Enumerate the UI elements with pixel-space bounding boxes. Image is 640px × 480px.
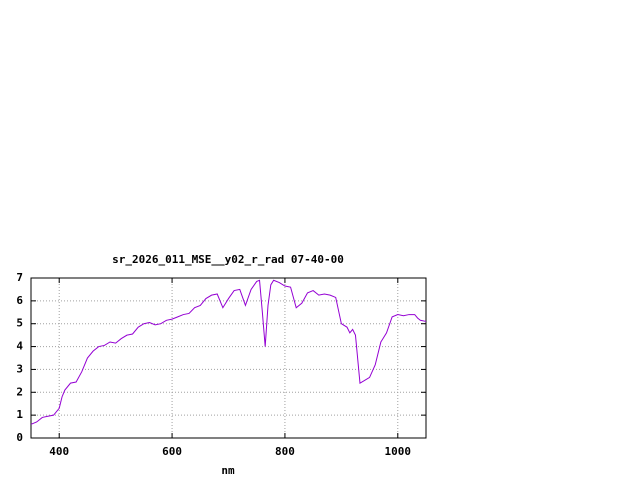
y-tick-label: 0 [16,431,23,444]
y-tick-label: 3 [16,362,23,375]
x-tick-label: 600 [162,445,182,458]
x-tick-label: 400 [49,445,69,458]
chart-title: sr_2026_011_MSE__y02_r_rad 07-40-00 [112,253,344,266]
y-tick-label: 1 [16,408,23,421]
x-axis-label: nm [221,464,235,477]
y-tick-label: 4 [16,340,23,353]
data-line [30,279,427,425]
plot-border [30,277,427,439]
y-tick-label: 5 [16,317,23,330]
y-tick-label: 6 [16,294,23,307]
y-tick-label: 7 [16,271,23,284]
x-tick-label: 1000 [385,445,412,458]
y-tick-label: 2 [16,385,23,398]
x-tick-label: 800 [275,445,295,458]
